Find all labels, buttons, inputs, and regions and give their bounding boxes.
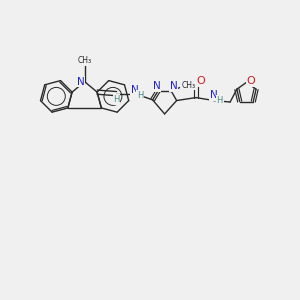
Text: CH₃: CH₃: [77, 56, 92, 65]
Text: H: H: [217, 96, 223, 105]
Text: H: H: [113, 95, 120, 104]
Text: N: N: [170, 81, 178, 92]
Text: N: N: [153, 81, 160, 92]
Text: H: H: [137, 91, 143, 100]
Text: N: N: [77, 76, 85, 87]
Text: O: O: [196, 76, 205, 86]
Text: O: O: [247, 76, 255, 86]
Text: CH₃: CH₃: [181, 81, 195, 90]
Text: N: N: [210, 90, 218, 100]
Text: N: N: [131, 85, 139, 95]
